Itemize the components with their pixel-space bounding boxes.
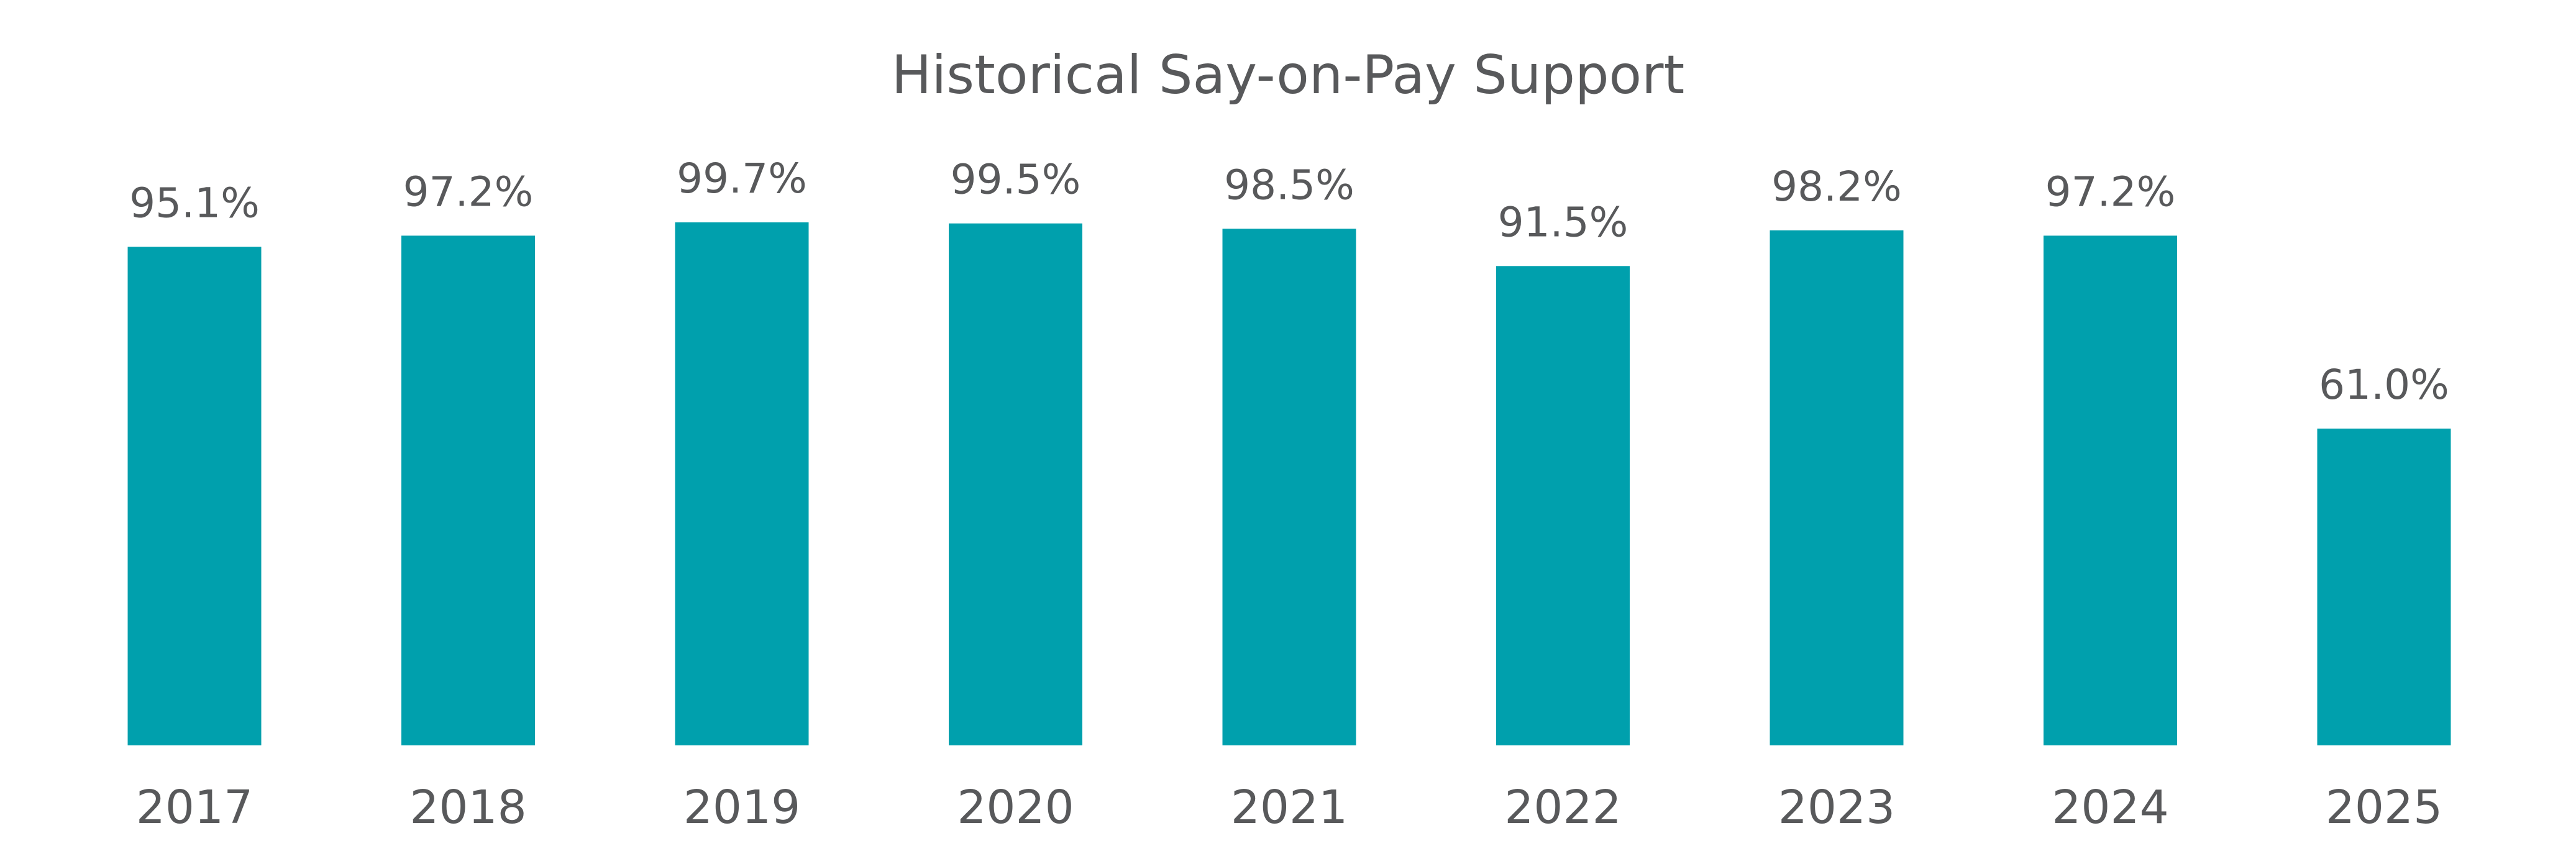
value-label-2022: 91.5% [1498, 198, 1628, 246]
bar-2019 [675, 222, 809, 745]
bar-2021 [1222, 229, 1356, 745]
bars-layer [127, 222, 2451, 745]
bar-2025 [2317, 429, 2451, 745]
value-labels-layer: 95.1% 97.2% 99.7% 99.5% 98.5% 91.5% 98.2% 97.2%… [129, 155, 2449, 409]
x-tick-label-2017: 2017 [136, 781, 253, 834]
x-tick-label-2021: 2021 [1231, 781, 1348, 834]
value-label-2021: 98.5% [1224, 161, 1354, 209]
bar-2020 [949, 223, 1082, 745]
x-tick-label-2022: 2022 [1504, 781, 1621, 834]
x-tick-label-2020: 2020 [957, 781, 1074, 834]
x-tick-label-2024: 2024 [2052, 781, 2168, 834]
bar-2022 [1496, 266, 1630, 745]
x-axis-ticks: 2017 2018 2019 2020 2021 2022 2023 2024 2025 [136, 781, 2442, 834]
bar-2023 [1770, 230, 1904, 745]
bar-2017 [127, 247, 262, 745]
value-label-2024: 97.2% [2045, 168, 2176, 216]
bar-2024 [2044, 235, 2177, 745]
chart-title: Historical Say-on-Pay Support [892, 44, 1685, 106]
x-tick-label-2018: 2018 [409, 781, 526, 834]
value-label-2018: 97.2% [403, 168, 534, 216]
value-label-2025: 61.0% [2319, 361, 2449, 409]
x-tick-label-2025: 2025 [2326, 781, 2442, 834]
value-label-2023: 98.2% [1771, 163, 1902, 211]
x-tick-label-2019: 2019 [683, 781, 800, 834]
value-label-2017: 95.1% [129, 179, 260, 227]
value-label-2019: 99.7% [677, 155, 807, 202]
bar-2018 [401, 235, 535, 745]
value-label-2020: 99.5% [951, 156, 1081, 204]
x-tick-label-2023: 2023 [1778, 781, 1895, 834]
